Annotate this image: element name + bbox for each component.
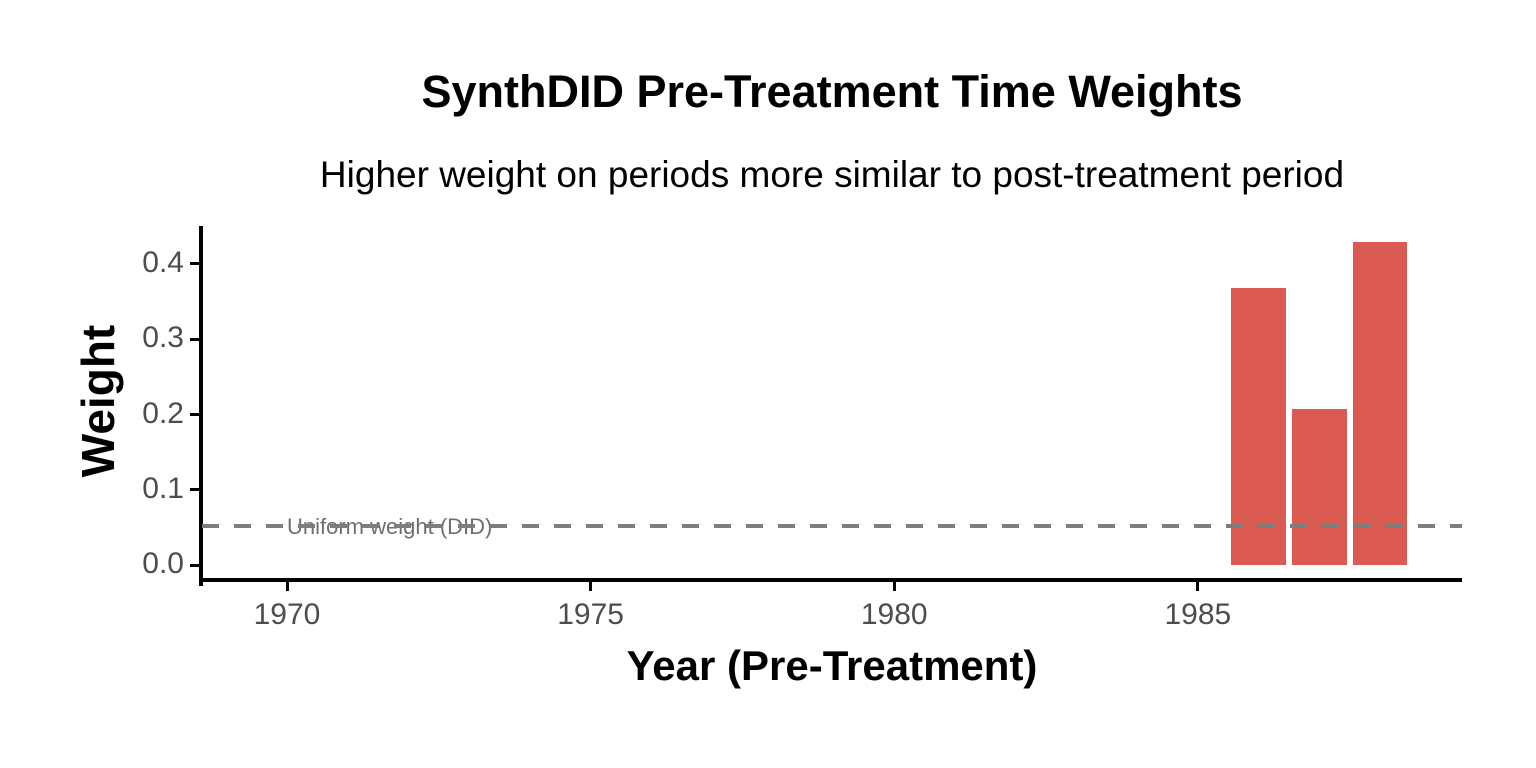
y-tick-mark [190, 563, 199, 567]
y-axis-line [199, 226, 203, 586]
x-tick-label: 1980 [860, 598, 928, 631]
bar-1988 [1352, 241, 1408, 566]
bar-1986 [1231, 287, 1286, 566]
x-tick-label: 1970 [253, 598, 321, 631]
x-tick-mark [285, 582, 289, 591]
y-tick-mark [190, 488, 199, 492]
y-tick-label: 0.4 [142, 245, 184, 279]
x-tick-mark [589, 582, 593, 591]
reference-line [202, 523, 1462, 528]
x-tick-label: 1985 [1164, 598, 1232, 631]
chart-subtitle: Higher weight on periods more similar to… [319, 154, 1345, 195]
x-axis-line [199, 578, 1462, 582]
y-tick-label: 0.3 [142, 321, 184, 355]
x-tick-mark [1196, 582, 1200, 591]
y-tick-mark [190, 413, 199, 417]
x-axis-title: Year (Pre-Treatment) [626, 642, 1038, 689]
chart-title: SynthDID Pre-Treatment Time Weights [421, 66, 1243, 117]
y-tick-label: 0.2 [142, 396, 184, 430]
y-tick-mark [190, 262, 199, 266]
x-tick-mark [892, 582, 896, 591]
y-tick-label: 0.1 [142, 471, 184, 505]
y-tick-mark [190, 337, 199, 341]
bar-1987 [1291, 409, 1347, 566]
x-tick-label: 1975 [557, 598, 624, 631]
y-tick-label: 0.0 [142, 547, 184, 581]
